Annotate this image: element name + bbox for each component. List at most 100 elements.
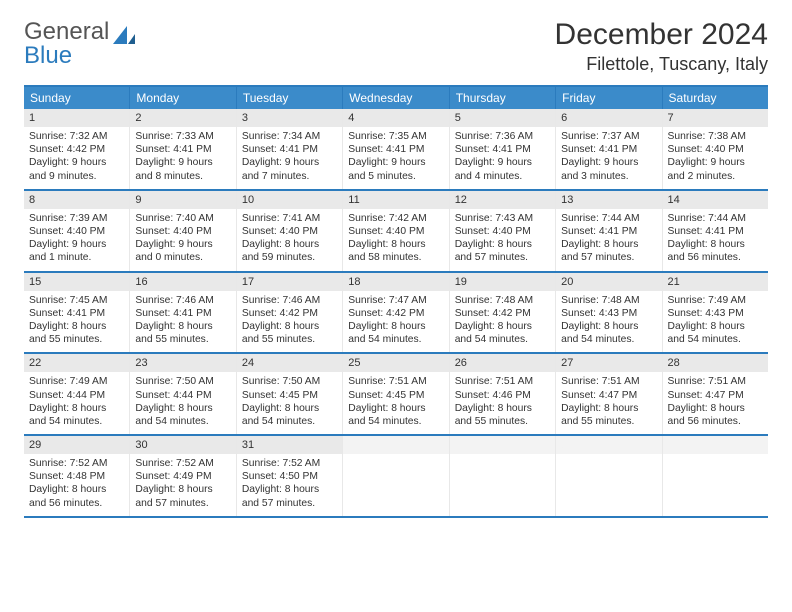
daylight-line: Daylight: 8 hours and 57 minutes. xyxy=(561,238,656,264)
day-body: Sunrise: 7:45 AMSunset: 4:41 PMDaylight:… xyxy=(24,291,129,353)
sunrise-line: Sunrise: 7:47 AM xyxy=(348,294,443,307)
day-number: 27 xyxy=(556,354,661,372)
calendar-day-cell: 26Sunrise: 7:51 AMSunset: 4:46 PMDayligh… xyxy=(450,354,556,434)
sunrise-line: Sunrise: 7:51 AM xyxy=(348,375,443,388)
sunset-line: Sunset: 4:40 PM xyxy=(29,225,124,238)
daylight-line: Daylight: 9 hours and 9 minutes. xyxy=(29,156,124,182)
sunset-line: Sunset: 4:47 PM xyxy=(561,389,656,402)
day-body: Sunrise: 7:52 AMSunset: 4:49 PMDaylight:… xyxy=(130,454,235,516)
logo-text-2: Blue xyxy=(24,42,72,70)
sunset-line: Sunset: 4:47 PM xyxy=(668,389,763,402)
sunset-line: Sunset: 4:46 PM xyxy=(455,389,550,402)
day-number: 5 xyxy=(450,109,555,127)
page-header: General December 2024 Filettole, Tuscany… xyxy=(24,18,768,75)
day-number: 2 xyxy=(130,109,235,127)
calendar-day-cell: . xyxy=(663,436,768,516)
daylight-line: Daylight: 9 hours and 8 minutes. xyxy=(135,156,230,182)
calendar-day-cell: 5Sunrise: 7:36 AMSunset: 4:41 PMDaylight… xyxy=(450,109,556,189)
day-body xyxy=(663,454,768,514)
calendar-day-cell: 7Sunrise: 7:38 AMSunset: 4:40 PMDaylight… xyxy=(663,109,768,189)
day-number: 18 xyxy=(343,273,448,291)
calendar-day-cell: 11Sunrise: 7:42 AMSunset: 4:40 PMDayligh… xyxy=(343,191,449,271)
sunset-line: Sunset: 4:42 PM xyxy=(242,307,337,320)
daylight-line: Daylight: 8 hours and 56 minutes. xyxy=(668,238,763,264)
day-number: 14 xyxy=(663,191,768,209)
calendar-week-row: 15Sunrise: 7:45 AMSunset: 4:41 PMDayligh… xyxy=(24,273,768,355)
calendar-day-cell: 16Sunrise: 7:46 AMSunset: 4:41 PMDayligh… xyxy=(130,273,236,353)
calendar-day-cell: 3Sunrise: 7:34 AMSunset: 4:41 PMDaylight… xyxy=(237,109,343,189)
sunrise-line: Sunrise: 7:48 AM xyxy=(561,294,656,307)
sunrise-line: Sunrise: 7:44 AM xyxy=(561,212,656,225)
sunset-line: Sunset: 4:45 PM xyxy=(348,389,443,402)
day-body: Sunrise: 7:52 AMSunset: 4:50 PMDaylight:… xyxy=(237,454,342,516)
sunrise-line: Sunrise: 7:41 AM xyxy=(242,212,337,225)
dayhead-mon: Monday xyxy=(130,87,236,109)
sunset-line: Sunset: 4:41 PM xyxy=(242,143,337,156)
daylight-line: Daylight: 9 hours and 2 minutes. xyxy=(668,156,763,182)
sunrise-line: Sunrise: 7:46 AM xyxy=(135,294,230,307)
dayhead-thu: Thursday xyxy=(450,87,556,109)
daylight-line: Daylight: 8 hours and 57 minutes. xyxy=(135,483,230,509)
location: Filettole, Tuscany, Italy xyxy=(555,54,768,75)
sunset-line: Sunset: 4:42 PM xyxy=(455,307,550,320)
sunset-line: Sunset: 4:44 PM xyxy=(135,389,230,402)
sunset-line: Sunset: 4:49 PM xyxy=(135,470,230,483)
day-body: Sunrise: 7:37 AMSunset: 4:41 PMDaylight:… xyxy=(556,127,661,189)
calendar-day-cell: 10Sunrise: 7:41 AMSunset: 4:40 PMDayligh… xyxy=(237,191,343,271)
day-body: Sunrise: 7:32 AMSunset: 4:42 PMDaylight:… xyxy=(24,127,129,189)
sunrise-line: Sunrise: 7:34 AM xyxy=(242,130,337,143)
day-number: 30 xyxy=(130,436,235,454)
sunrise-line: Sunrise: 7:37 AM xyxy=(561,130,656,143)
daylight-line: Daylight: 8 hours and 54 minutes. xyxy=(348,402,443,428)
sunset-line: Sunset: 4:40 PM xyxy=(668,143,763,156)
calendar-day-cell: 2Sunrise: 7:33 AMSunset: 4:41 PMDaylight… xyxy=(130,109,236,189)
day-number: 10 xyxy=(237,191,342,209)
sunrise-line: Sunrise: 7:39 AM xyxy=(29,212,124,225)
day-number: 3 xyxy=(237,109,342,127)
calendar-week-row: 8Sunrise: 7:39 AMSunset: 4:40 PMDaylight… xyxy=(24,191,768,273)
calendar-day-cell: 21Sunrise: 7:49 AMSunset: 4:43 PMDayligh… xyxy=(663,273,768,353)
day-number: 8 xyxy=(24,191,129,209)
sunrise-line: Sunrise: 7:50 AM xyxy=(242,375,337,388)
daylight-line: Daylight: 8 hours and 55 minutes. xyxy=(561,402,656,428)
day-body: Sunrise: 7:33 AMSunset: 4:41 PMDaylight:… xyxy=(130,127,235,189)
daylight-line: Daylight: 8 hours and 54 minutes. xyxy=(348,320,443,346)
calendar-day-cell: 31Sunrise: 7:52 AMSunset: 4:50 PMDayligh… xyxy=(237,436,343,516)
calendar-day-cell: 9Sunrise: 7:40 AMSunset: 4:40 PMDaylight… xyxy=(130,191,236,271)
day-body: Sunrise: 7:50 AMSunset: 4:44 PMDaylight:… xyxy=(130,372,235,434)
calendar-day-cell: 14Sunrise: 7:44 AMSunset: 4:41 PMDayligh… xyxy=(663,191,768,271)
daylight-line: Daylight: 8 hours and 57 minutes. xyxy=(455,238,550,264)
dayhead-sun: Sunday xyxy=(24,87,130,109)
day-body: Sunrise: 7:35 AMSunset: 4:41 PMDaylight:… xyxy=(343,127,448,189)
title-block: December 2024 Filettole, Tuscany, Italy xyxy=(555,18,768,75)
calendar-header-row: Sunday Monday Tuesday Wednesday Thursday… xyxy=(24,87,768,109)
day-body: Sunrise: 7:34 AMSunset: 4:41 PMDaylight:… xyxy=(237,127,342,189)
calendar-day-cell: 30Sunrise: 7:52 AMSunset: 4:49 PMDayligh… xyxy=(130,436,236,516)
daylight-line: Daylight: 8 hours and 56 minutes. xyxy=(29,483,124,509)
calendar-week-row: 29Sunrise: 7:52 AMSunset: 4:48 PMDayligh… xyxy=(24,436,768,518)
sunset-line: Sunset: 4:42 PM xyxy=(348,307,443,320)
daylight-line: Daylight: 8 hours and 58 minutes. xyxy=(348,238,443,264)
sunrise-line: Sunrise: 7:52 AM xyxy=(242,457,337,470)
day-body xyxy=(343,454,448,514)
sunrise-line: Sunrise: 7:43 AM xyxy=(455,212,550,225)
calendar-day-cell: . xyxy=(450,436,556,516)
calendar-week-row: 1Sunrise: 7:32 AMSunset: 4:42 PMDaylight… xyxy=(24,109,768,191)
sunrise-line: Sunrise: 7:52 AM xyxy=(29,457,124,470)
day-body: Sunrise: 7:48 AMSunset: 4:42 PMDaylight:… xyxy=(450,291,555,353)
day-number: 26 xyxy=(450,354,555,372)
calendar-week-row: 22Sunrise: 7:49 AMSunset: 4:44 PMDayligh… xyxy=(24,354,768,436)
sunset-line: Sunset: 4:40 PM xyxy=(135,225,230,238)
day-number: . xyxy=(663,436,768,454)
sunset-line: Sunset: 4:41 PM xyxy=(668,225,763,238)
sunset-line: Sunset: 4:41 PM xyxy=(561,225,656,238)
day-number: 24 xyxy=(237,354,342,372)
sunrise-line: Sunrise: 7:33 AM xyxy=(135,130,230,143)
sunset-line: Sunset: 4:40 PM xyxy=(348,225,443,238)
sunrise-line: Sunrise: 7:36 AM xyxy=(455,130,550,143)
calendar-day-cell: . xyxy=(556,436,662,516)
day-number: 31 xyxy=(237,436,342,454)
daylight-line: Daylight: 8 hours and 55 minutes. xyxy=(455,402,550,428)
day-number: . xyxy=(450,436,555,454)
sunrise-line: Sunrise: 7:51 AM xyxy=(668,375,763,388)
